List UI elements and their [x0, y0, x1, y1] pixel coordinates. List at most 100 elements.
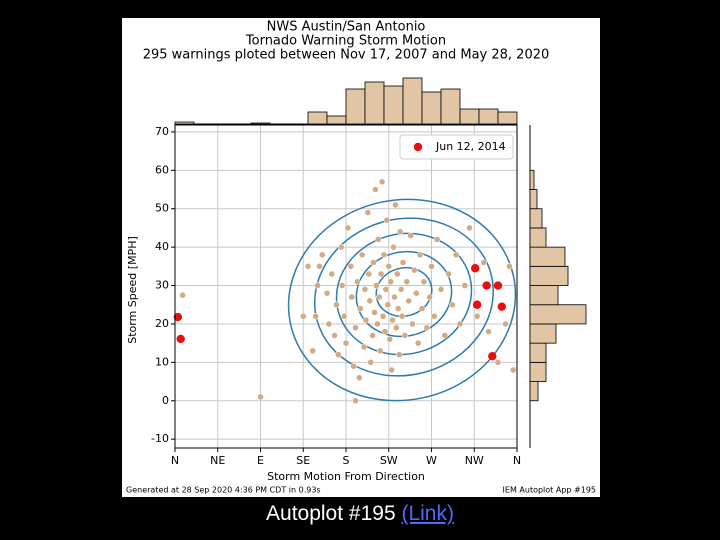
point	[398, 313, 406, 320]
point	[384, 301, 392, 308]
point	[391, 293, 398, 301]
x-hist-bar	[440, 88, 461, 125]
y-hist-bar	[529, 381, 539, 402]
point	[413, 289, 420, 297]
point	[312, 313, 319, 320]
caption-text: Autoplot #195	[266, 502, 396, 525]
point	[488, 352, 497, 361]
legend: Jun 12, 2014	[399, 134, 514, 160]
point	[338, 243, 345, 251]
x-hist-bar	[364, 81, 385, 125]
point	[364, 209, 372, 216]
point	[485, 328, 492, 335]
x-axis-label: Storm Motion From Direction	[267, 470, 425, 483]
point	[361, 286, 369, 293]
x-hist-bar	[497, 111, 518, 125]
legend-box	[399, 134, 514, 160]
contour	[314, 217, 494, 377]
point	[394, 270, 401, 278]
point	[344, 224, 352, 232]
point	[420, 278, 428, 285]
point	[367, 359, 374, 366]
point	[502, 320, 509, 328]
y-hist-bar	[529, 342, 547, 363]
point	[385, 263, 392, 270]
point	[431, 313, 438, 320]
point	[372, 186, 379, 193]
y-tick-label: -10	[151, 432, 169, 445]
point	[331, 332, 338, 339]
point	[466, 224, 473, 232]
point	[428, 263, 435, 270]
caption: Autoplot #195 (Link)	[0, 502, 720, 526]
point	[386, 336, 393, 343]
point	[388, 366, 395, 374]
point	[352, 324, 359, 332]
point	[365, 270, 373, 278]
point	[316, 263, 323, 270]
contour	[355, 250, 453, 338]
point	[423, 324, 430, 332]
x-tick-label: SE	[296, 454, 310, 467]
x-hist-bar	[478, 108, 499, 125]
x-tick-label: S	[343, 454, 350, 467]
point	[383, 216, 391, 224]
y-hist-bar	[529, 323, 557, 344]
y-tick-label: 40	[155, 240, 169, 253]
point	[335, 351, 342, 358]
point	[378, 178, 386, 186]
contour	[335, 232, 473, 356]
point	[482, 281, 491, 290]
footer-left: Generated at 28 Sep 2020 4:36 PM CDT in …	[126, 486, 321, 495]
point	[374, 320, 381, 328]
point	[433, 236, 441, 243]
point	[396, 228, 404, 236]
point	[314, 282, 321, 289]
point	[354, 278, 361, 285]
point	[411, 266, 418, 274]
point	[338, 282, 346, 289]
point	[375, 236, 382, 243]
point	[176, 334, 185, 344]
point	[362, 316, 370, 324]
point	[480, 259, 487, 266]
point	[377, 270, 385, 278]
point	[437, 286, 445, 293]
point	[348, 293, 355, 301]
point	[493, 281, 503, 290]
y-hist-bar	[529, 189, 538, 210]
point	[373, 282, 380, 289]
point	[382, 286, 390, 293]
y-tick-label: 10	[155, 355, 169, 368]
point	[300, 313, 307, 320]
y-hist-bar	[529, 227, 547, 248]
point	[257, 393, 264, 401]
point	[173, 312, 183, 322]
point	[414, 339, 422, 347]
point	[309, 347, 316, 355]
point	[392, 201, 399, 209]
point	[342, 339, 350, 347]
chart-title: NWS Austin/San Antonio	[267, 20, 426, 35]
contour	[287, 198, 517, 402]
x-hist-bar	[174, 121, 195, 125]
y-tick-label: 60	[155, 163, 169, 176]
point	[416, 251, 424, 259]
x-hist-bar	[459, 108, 480, 125]
y-tick-label: 0	[162, 394, 169, 407]
point	[381, 328, 389, 335]
point	[328, 270, 335, 278]
x-hist-bar	[250, 122, 271, 125]
point	[441, 332, 449, 339]
y-tick-label: 20	[155, 317, 169, 330]
point	[179, 291, 186, 299]
caption-link[interactable]: (Link)	[401, 502, 454, 525]
y-hist-bar	[529, 285, 559, 306]
point	[370, 259, 377, 266]
point	[497, 302, 506, 311]
point	[449, 301, 456, 308]
y-tick-label: 30	[155, 279, 169, 292]
point	[389, 316, 396, 324]
